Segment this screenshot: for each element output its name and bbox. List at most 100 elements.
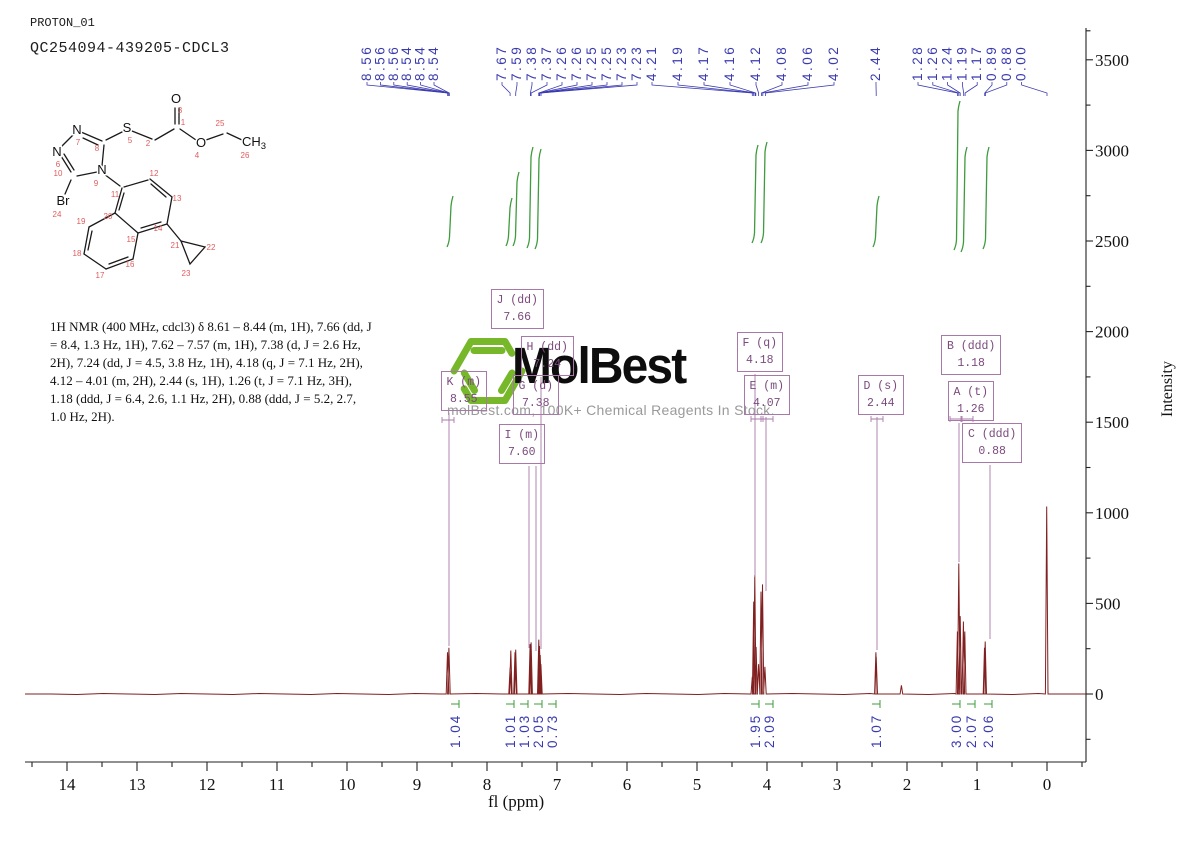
svg-text:3.00: 3.00 — [949, 714, 964, 748]
svg-text:8.56: 8.56 — [372, 45, 387, 81]
svg-text:0.00: 0.00 — [1014, 45, 1029, 81]
svg-text:8.54: 8.54 — [399, 45, 414, 81]
watermark-tagline: molBest.com, 100K+ Chemical Reagents In … — [447, 402, 775, 418]
svg-text:2500: 2500 — [1095, 232, 1129, 251]
svg-text:4.06: 4.06 — [800, 45, 815, 81]
x-axis-tick-labels: 14 13 12 11 10 9 8 7 6 5 4 3 2 1 0 — [59, 775, 1052, 794]
svg-text:0.73: 0.73 — [545, 714, 560, 748]
svg-text:12: 12 — [199, 775, 216, 794]
svg-text:2.06: 2.06 — [981, 714, 996, 748]
atom-number-14: 14 — [154, 224, 163, 233]
svg-text:1.07: 1.07 — [869, 714, 884, 748]
nmr-assignment-text: 1H NMR (400 MHz, cdcl3) δ 8.61 – 8.44 (m… — [50, 319, 372, 424]
svg-text:2.07: 2.07 — [964, 714, 979, 748]
atom-number-3: 3 — [178, 106, 183, 115]
svg-text:7: 7 — [553, 775, 562, 794]
svg-text:11: 11 — [269, 775, 285, 794]
y-axis — [1085, 28, 1093, 762]
svg-text:7.26: 7.26 — [554, 45, 569, 81]
svg-text:1.19: 1.19 — [954, 45, 969, 81]
svg-text:1.01: 1.01 — [503, 714, 518, 748]
atom-label-O: O — [196, 135, 206, 150]
svg-text:1.17: 1.17 — [969, 45, 984, 81]
experiment-name: PROTON_01 — [30, 16, 95, 30]
svg-text:6: 6 — [623, 775, 632, 794]
integral-curves — [446, 100, 990, 253]
svg-text:7.38: 7.38 — [524, 45, 539, 81]
atom-label-S: S — [123, 120, 132, 135]
svg-text:1.26: 1.26 — [925, 45, 940, 81]
svg-text:4.17: 4.17 — [696, 45, 711, 81]
atom-number-16: 16 — [126, 260, 135, 269]
svg-text:4.19: 4.19 — [670, 45, 685, 81]
molecule-bonds — [59, 107, 243, 270]
annotation-connectors — [441, 374, 991, 651]
x-axis — [25, 761, 1086, 771]
svg-text:2000: 2000 — [1095, 323, 1129, 342]
molbest-hexagon-icon — [450, 338, 526, 404]
atom-label-O: O — [171, 91, 181, 106]
svg-text:8.56: 8.56 — [386, 45, 401, 81]
svg-text:8: 8 — [483, 775, 492, 794]
svg-text:3000: 3000 — [1095, 141, 1129, 160]
integration-region-marks — [451, 700, 993, 708]
svg-text:0.88: 0.88 — [999, 45, 1014, 81]
peak-shift-labels: 8.568.568.568.548.548.54 7.67 7.59 7.38 7.37… — [359, 45, 1029, 81]
atom-number-21: 21 — [171, 241, 180, 250]
peak-label-connectors — [366, 82, 1048, 96]
atom-number-22: 22 — [207, 243, 216, 252]
svg-text:14: 14 — [59, 775, 77, 794]
svg-text:7.67: 7.67 — [494, 45, 509, 81]
svg-text:7.25: 7.25 — [584, 45, 599, 81]
svg-text:7.25: 7.25 — [599, 45, 614, 81]
svg-text:7.23: 7.23 — [614, 45, 629, 81]
svg-text:13: 13 — [129, 775, 146, 794]
atom-number-18: 18 — [73, 249, 82, 258]
atom-number-19: 19 — [77, 217, 86, 226]
sample-id: QC254094-439205-CDCL3 — [30, 40, 230, 57]
atom-label-Br: Br — [57, 193, 71, 208]
svg-text:2.09: 2.09 — [762, 714, 777, 748]
svg-text:1: 1 — [973, 775, 982, 794]
atom-number-6: 6 — [56, 160, 61, 169]
atom-number-1: 1 — [181, 118, 186, 127]
atom-number-26: 26 — [241, 151, 250, 160]
svg-text:500: 500 — [1095, 594, 1121, 613]
atom-number-10: 10 — [54, 169, 63, 178]
svg-text:10: 10 — [339, 775, 356, 794]
svg-text:7.23: 7.23 — [629, 45, 644, 81]
svg-text:8.54: 8.54 — [426, 45, 441, 81]
svg-text:4.21: 4.21 — [644, 45, 659, 81]
svg-text:0.89: 0.89 — [984, 45, 999, 81]
svg-text:4.16: 4.16 — [722, 45, 737, 81]
atom-number-4: 4 — [195, 151, 200, 160]
atom-number-11: 11 — [111, 190, 120, 199]
svg-text:5: 5 — [693, 775, 702, 794]
svg-text:1.03: 1.03 — [517, 714, 532, 748]
svg-text:1.24: 1.24 — [940, 45, 955, 81]
svg-text:2.05: 2.05 — [531, 714, 546, 748]
watermark-brand: MolBest — [512, 337, 687, 394]
svg-text:4.02: 4.02 — [826, 45, 841, 81]
atom-number-9: 9 — [94, 179, 99, 188]
svg-text:7.59: 7.59 — [509, 45, 524, 81]
atom-number-25: 25 — [216, 119, 225, 128]
x-axis-title: fl (ppm) — [488, 792, 545, 811]
atom-label-N: N — [97, 162, 106, 177]
svg-text:0: 0 — [1043, 775, 1052, 794]
atom-number-15: 15 — [127, 235, 136, 244]
atom-number-23: 23 — [182, 269, 191, 278]
svg-text:4.12: 4.12 — [748, 45, 763, 81]
atom-number-8: 8 — [95, 144, 100, 153]
svg-text:4.08: 4.08 — [774, 45, 789, 81]
svg-text:9: 9 — [413, 775, 422, 794]
atom-number-13: 13 — [173, 194, 182, 203]
atom-number-20: 20 — [104, 212, 113, 221]
svg-text:0: 0 — [1095, 685, 1104, 704]
atom-label-N: N — [72, 122, 81, 137]
svg-text:1500: 1500 — [1095, 413, 1129, 432]
svg-text:7.37: 7.37 — [539, 45, 554, 81]
